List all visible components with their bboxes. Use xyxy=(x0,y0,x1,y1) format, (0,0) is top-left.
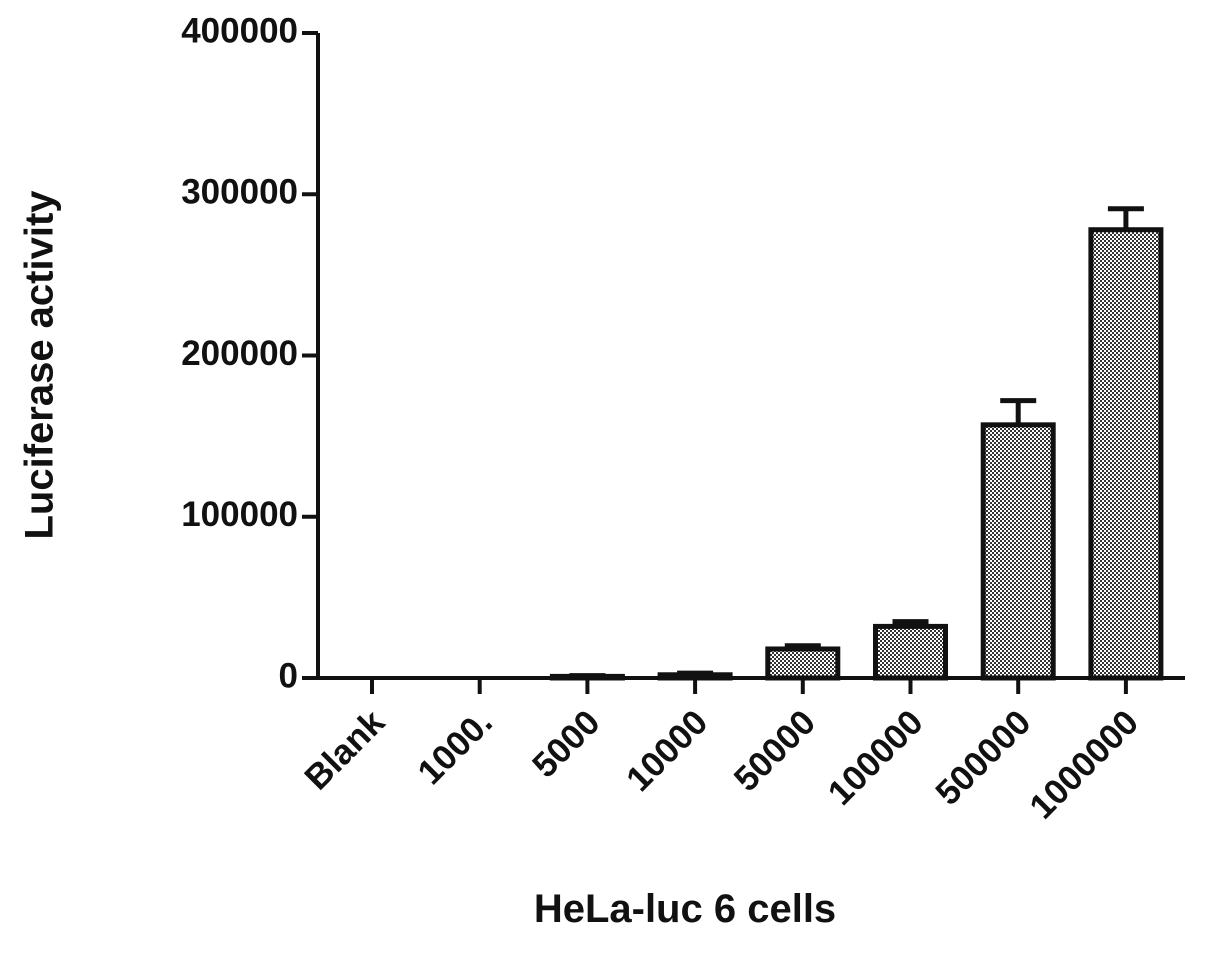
x-axis-title: HeLa-luc 6 cells xyxy=(534,887,836,931)
y-tick-label: 400000 xyxy=(181,11,298,50)
x-tick-label: 1000. xyxy=(410,703,500,793)
bar xyxy=(765,646,841,681)
bar xyxy=(657,672,733,681)
y-tick-label: 300000 xyxy=(181,173,298,212)
x-tick-label: 5000 xyxy=(525,703,608,786)
bar xyxy=(980,422,1056,681)
x-tick-label: Blank xyxy=(297,702,392,797)
x-tick-label: 1000000 xyxy=(1022,703,1146,827)
y-tick-label: 100000 xyxy=(181,495,298,534)
bar xyxy=(549,673,625,681)
bar xyxy=(873,623,948,681)
x-tick-label: 50000 xyxy=(727,703,823,799)
y-axis-title: Luciferase activity xyxy=(18,190,62,540)
x-tick-label: 500000 xyxy=(928,703,1038,813)
bar xyxy=(1088,227,1164,681)
y-tick-label: 0 xyxy=(279,656,298,695)
x-tick-label: 100000 xyxy=(821,703,931,813)
x-tick-label: 10000 xyxy=(619,703,715,799)
y-tick-label: 200000 xyxy=(181,334,298,373)
